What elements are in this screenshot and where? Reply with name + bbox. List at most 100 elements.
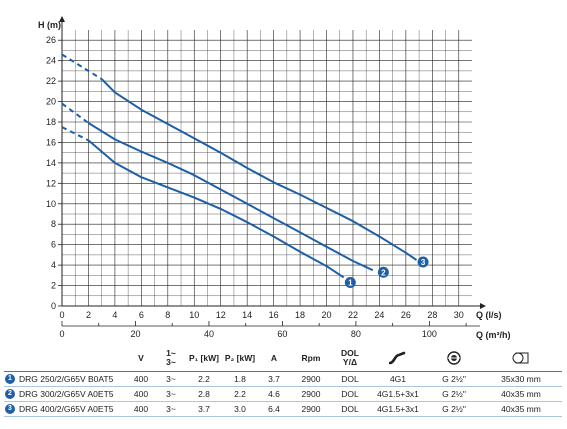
a-cell: 3.7 bbox=[258, 372, 290, 387]
x2-tick-label: 100 bbox=[422, 329, 437, 339]
series-number-badge: 2 bbox=[5, 389, 15, 399]
col-amps: A bbox=[258, 344, 290, 372]
table-header-row: V 1~ 3~ P₁ [kW] P₂ [kW] A Rpm DOL Y/Δ bbox=[4, 344, 562, 372]
a-cell: 6.4 bbox=[258, 402, 290, 417]
spec-table: V 1~ 3~ P₁ [kW] P₂ [kW] A Rpm DOL Y/Δ 1 DRG… bbox=[4, 344, 562, 417]
x-tick-label: 18 bbox=[295, 310, 305, 320]
outlet-cell: G 2½" bbox=[428, 402, 480, 417]
y-tick-label: 8 bbox=[51, 219, 56, 229]
model-cell: 3 DRG 400/2/G65V A0ET5 bbox=[4, 402, 126, 417]
y-tick-label: 16 bbox=[46, 137, 56, 147]
x2-tick-label: 60 bbox=[277, 329, 287, 339]
model-cell: 1 DRG 250/2/G65V B0AT5 bbox=[4, 372, 126, 387]
x-tick-label: 8 bbox=[165, 310, 170, 320]
model-name: DRG 300/2/G65V A0ET5 bbox=[19, 389, 114, 399]
p1-cell: 2.2 bbox=[186, 372, 222, 387]
y-tick-label: 10 bbox=[46, 199, 56, 209]
x-tick-label: 0 bbox=[59, 310, 64, 320]
v-cell: 400 bbox=[126, 372, 156, 387]
x2-tick-label: 20 bbox=[130, 329, 140, 339]
x-tick-label: 10 bbox=[189, 310, 199, 320]
x-tick-label: 16 bbox=[269, 310, 279, 320]
series-number-badge: 1 bbox=[5, 374, 15, 384]
x-tick-label: 20 bbox=[322, 310, 332, 320]
col-phase: 1~ 3~ bbox=[156, 344, 186, 372]
x-tick-label: 28 bbox=[427, 310, 437, 320]
x-tick-label: 22 bbox=[348, 310, 358, 320]
y-tick-label: 12 bbox=[46, 178, 56, 188]
a-cell: 4.6 bbox=[258, 387, 290, 402]
y-tick-label: 20 bbox=[46, 97, 56, 107]
x-tick-label: 26 bbox=[401, 310, 411, 320]
model-name: DRG 400/2/G65V A0ET5 bbox=[19, 404, 114, 414]
y-tick-label: 2 bbox=[51, 281, 56, 291]
x2-tick-label: 0 bbox=[59, 329, 64, 339]
p1-cell: 2.8 bbox=[186, 387, 222, 402]
impeller-passage-icon bbox=[480, 344, 562, 372]
p1-cell: 3.7 bbox=[186, 402, 222, 417]
cable-cell: 4G1 bbox=[368, 372, 428, 387]
series-2-line bbox=[89, 123, 373, 270]
col-voltage: V bbox=[126, 344, 156, 372]
p2-cell: 2.2 bbox=[222, 387, 258, 402]
model-cell: 2 DRG 300/2/G65V A0ET5 bbox=[4, 387, 126, 402]
y-tick-label: 26 bbox=[46, 35, 56, 45]
col-p1: P₁ [kW] bbox=[186, 344, 222, 372]
phase-cell: 3~ bbox=[156, 372, 186, 387]
col-start: DOL Y/Δ bbox=[332, 344, 368, 372]
x-tick-label: 24 bbox=[374, 310, 384, 320]
x-axis-label: Q (l/s) bbox=[476, 310, 502, 320]
table-row: 1 DRG 250/2/G65V B0AT5 400 3~ 2.2 1.8 3.7 2900 D… bbox=[4, 372, 562, 387]
cable-icon bbox=[368, 344, 428, 372]
start-cell: DOL bbox=[332, 387, 368, 402]
table-row: 3 DRG 400/2/G65V A0ET5 400 3~ 3.7 3.0 6.4 2900 D… bbox=[4, 402, 562, 417]
cable-cell: 4G1.5+3x1 bbox=[368, 387, 428, 402]
cable-cell: 4G1.5+3x1 bbox=[368, 402, 428, 417]
model-name: DRG 250/2/G65V B0AT5 bbox=[19, 374, 113, 384]
series-1-marker-label: 1 bbox=[348, 278, 353, 287]
x2-axis-label: Q (m³/h) bbox=[476, 330, 511, 340]
table-row: 2 DRG 300/2/G65V A0ET5 400 3~ 2.8 2.2 4.6 2900 D… bbox=[4, 387, 562, 402]
y-tick-label: 4 bbox=[51, 260, 56, 270]
x2-tick-label: 80 bbox=[351, 329, 361, 339]
y-tick-label: 22 bbox=[46, 76, 56, 86]
v-cell: 400 bbox=[126, 402, 156, 417]
series-1-line bbox=[89, 140, 344, 277]
col-p2: P₂ [kW] bbox=[222, 344, 258, 372]
y-tick-label: 6 bbox=[51, 240, 56, 250]
series-number-badge: 3 bbox=[5, 404, 15, 414]
series-2-marker-label: 2 bbox=[381, 268, 386, 277]
phase-cell: 3~ bbox=[156, 402, 186, 417]
col-rpm: Rpm bbox=[290, 344, 332, 372]
series-3-marker-label: 3 bbox=[421, 258, 426, 267]
x-tick-label: 14 bbox=[242, 310, 252, 320]
p2-cell: 1.8 bbox=[222, 372, 258, 387]
start-cell: DOL bbox=[332, 402, 368, 417]
y-axis-label: H (m) bbox=[38, 20, 61, 30]
v-cell: 400 bbox=[126, 387, 156, 402]
p2-cell: 3.0 bbox=[222, 402, 258, 417]
size-cell: 35x30 mm bbox=[480, 372, 562, 387]
x-tick-label: 6 bbox=[139, 310, 144, 320]
y-tick-label: 0 bbox=[51, 301, 56, 311]
x-tick-label: 4 bbox=[112, 310, 117, 320]
rpm-cell: 2900 bbox=[290, 387, 332, 402]
size-cell: 40x35 mm bbox=[480, 402, 562, 417]
start-cell: DOL bbox=[332, 372, 368, 387]
col-model bbox=[4, 344, 126, 372]
x2-tick-label: 40 bbox=[204, 329, 214, 339]
rpm-cell: 2900 bbox=[290, 402, 332, 417]
y-tick-label: 24 bbox=[46, 56, 56, 66]
y-tick-label: 18 bbox=[46, 117, 56, 127]
x-tick-label: 2 bbox=[86, 310, 91, 320]
chart-curves: 1 2 3 bbox=[62, 55, 429, 288]
phase-cell: 3~ bbox=[156, 387, 186, 402]
rpm-cell: 2900 bbox=[290, 372, 332, 387]
x-tick-label: 30 bbox=[454, 310, 464, 320]
x-axis-arrow bbox=[480, 303, 486, 309]
size-cell: 40x35 mm bbox=[480, 387, 562, 402]
series-3-line bbox=[102, 79, 417, 260]
x-tick-label: 12 bbox=[216, 310, 226, 320]
y-tick-label: 14 bbox=[46, 158, 56, 168]
